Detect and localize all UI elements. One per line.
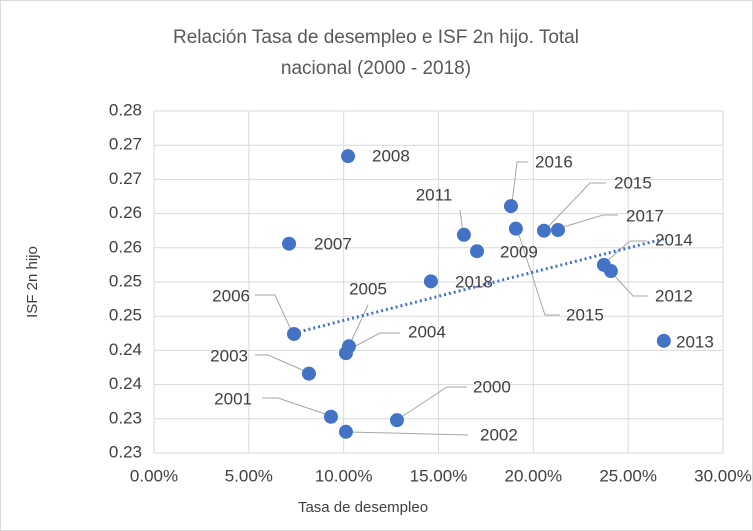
data-label: 2000 — [473, 377, 511, 396]
x-tick-label: 30.00% — [694, 466, 752, 485]
data-point — [301, 366, 316, 381]
y-tick-label: 0.26 — [109, 203, 142, 222]
data-point — [536, 223, 551, 238]
y-tick-label: 0.25 — [109, 306, 142, 325]
data-point — [423, 274, 438, 289]
x-axis-label: Tasa de desempleo — [298, 499, 428, 516]
y-tick-label: 0.24 — [109, 374, 142, 393]
x-tick-label: 15.00% — [410, 466, 468, 485]
data-label: 2008 — [372, 146, 410, 165]
leader-line — [399, 386, 467, 419]
data-label: 2003 — [210, 346, 248, 365]
data-label: 2016 — [535, 152, 573, 171]
leader-line — [255, 354, 308, 373]
data-point — [456, 227, 471, 242]
data-point — [341, 339, 356, 354]
data-label: 2015 — [614, 173, 652, 192]
data-label: 2017 — [626, 206, 664, 225]
y-tick-label: 0.26 — [109, 237, 142, 256]
data-label: 2005 — [349, 279, 387, 298]
data-label: 2018 — [455, 272, 493, 291]
y-axis-label: ISF 2n hijo — [24, 246, 41, 318]
x-tick-label: 20.00% — [504, 466, 562, 485]
x-tick-label: 0.00% — [130, 466, 178, 485]
data-label: 2013 — [676, 332, 714, 351]
data-label: 2014 — [655, 230, 693, 249]
data-point — [338, 424, 353, 439]
data-point — [341, 149, 356, 164]
y-tick-label: 0.28 — [109, 100, 142, 119]
leader-line — [262, 397, 329, 416]
data-point — [282, 236, 297, 251]
data-point — [389, 413, 404, 428]
data-point — [656, 333, 671, 348]
data-point — [286, 326, 301, 341]
leader-line — [511, 161, 528, 204]
leader-line — [559, 214, 618, 229]
y-tick-label: 0.23 — [109, 442, 142, 461]
data-label: 2011 — [416, 185, 453, 204]
leader-line — [546, 182, 606, 229]
leader-line — [517, 231, 560, 316]
data-label: 2001 — [214, 389, 252, 408]
y-tick-label: 0.24 — [109, 340, 142, 359]
leader-line — [349, 304, 369, 345]
data-point — [596, 257, 611, 272]
data-label: 2015 — [566, 305, 604, 324]
data-label: 2004 — [408, 322, 446, 341]
data-label: 2002 — [480, 425, 518, 444]
leader-line — [255, 294, 293, 333]
data-label: 2009 — [500, 242, 538, 261]
data-point — [508, 221, 523, 236]
data-point — [470, 244, 485, 259]
y-tick-label: 0.23 — [109, 408, 142, 427]
data-label: 2012 — [655, 286, 693, 305]
x-tick-label: 5.00% — [225, 466, 273, 485]
data-point — [503, 199, 518, 214]
x-tick-label: 25.00% — [599, 466, 657, 485]
leader-line — [605, 240, 647, 263]
x-tick-label: 10.00% — [315, 466, 373, 485]
leader-line — [611, 272, 648, 297]
y-tick-label: 0.25 — [109, 271, 142, 290]
y-tick-label: 0.27 — [109, 135, 142, 154]
leader-line — [347, 332, 400, 351]
data-label: 2007 — [314, 234, 352, 253]
leader-line — [349, 431, 469, 436]
data-label: 2006 — [212, 286, 250, 305]
y-tick-label: 0.27 — [109, 169, 142, 188]
data-point — [323, 409, 338, 424]
chart-title: Relación Tasa de desempleo e ISF 2n hijo… — [173, 27, 579, 79]
data-point — [550, 223, 565, 238]
